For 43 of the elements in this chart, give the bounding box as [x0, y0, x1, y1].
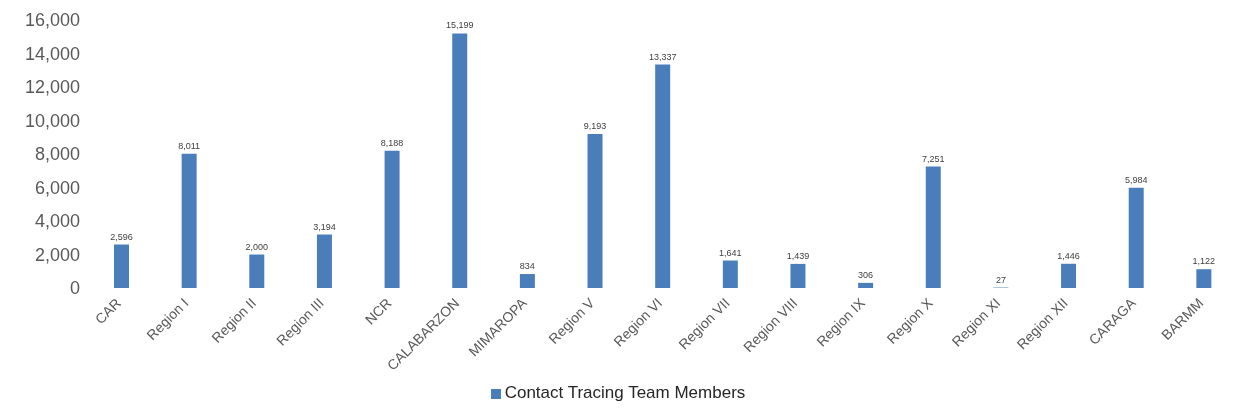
data-label: 1,439 [786, 250, 810, 261]
data-label: 8,011 [178, 140, 201, 151]
y-tick-label: 8,000 [34, 144, 80, 165]
data-label: 27 [995, 274, 1006, 285]
bar [655, 64, 671, 288]
bar [316, 234, 332, 288]
y-tick-label: 4,000 [34, 211, 80, 232]
data-label: 2,000 [245, 241, 269, 252]
data-label: 1,641 [719, 247, 742, 258]
data-label: 13,337 [648, 51, 677, 62]
bar [452, 33, 468, 288]
bar [384, 150, 400, 288]
data-label: 5,984 [1124, 174, 1148, 185]
data-label: 7,251 [922, 153, 945, 164]
y-tick-label: 10,000 [24, 110, 80, 131]
y-tick-label: 0 [69, 278, 80, 299]
data-label: 3,194 [313, 221, 336, 232]
data-label: 2,596 [110, 231, 133, 242]
data-label: 1,122 [1192, 256, 1216, 267]
bar [790, 263, 806, 288]
bar [519, 274, 535, 288]
y-tick-label: 12,000 [24, 77, 80, 98]
bar [1128, 187, 1144, 288]
bar [858, 282, 874, 288]
bar [925, 166, 941, 288]
legend-label: Contact Tracing Team Members [504, 383, 746, 402]
bar [1196, 269, 1212, 288]
bar [722, 260, 738, 288]
data-label: 1,446 [1057, 250, 1080, 261]
data-label: 8,188 [380, 137, 404, 148]
data-label: 15,199 [445, 20, 474, 31]
y-tick-label: 2,000 [34, 244, 80, 265]
data-label: 834 [519, 261, 535, 272]
data-label: 9,193 [583, 121, 607, 132]
data-label: 306 [858, 269, 874, 280]
y-tick-label: 16,000 [24, 10, 80, 31]
bar [114, 244, 129, 288]
bar [249, 254, 265, 288]
y-tick-label: 14,000 [24, 43, 80, 64]
bar [587, 134, 603, 288]
y-tick-label: 6,000 [34, 177, 80, 198]
bar [181, 153, 197, 288]
bar [1061, 263, 1077, 288]
